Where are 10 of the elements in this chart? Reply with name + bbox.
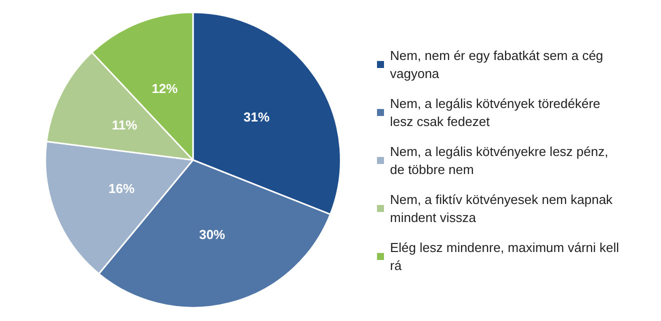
data-label: 16% (108, 180, 136, 196)
data-label: 12% (152, 81, 178, 96)
legend-label: Nem, a legális kötvényekre lesz pénz, de többre nem (390, 144, 612, 177)
data-label: 30% (199, 226, 226, 242)
legend-label: Nem, a legális kötvények töredékére lesz csak fedezet (390, 96, 604, 129)
legend-label: Nem, nem ér egy fabatkát sem a cég vagyona (390, 48, 607, 81)
data-label: 31% (244, 109, 270, 124)
legend-label: Nem, a fiktív kötvényesek nem kapnak mindent vissza (390, 192, 616, 225)
data-label: 11% (112, 118, 138, 133)
legend-label: Elég lesz mindenre, maximum várni kell rá (390, 240, 623, 273)
